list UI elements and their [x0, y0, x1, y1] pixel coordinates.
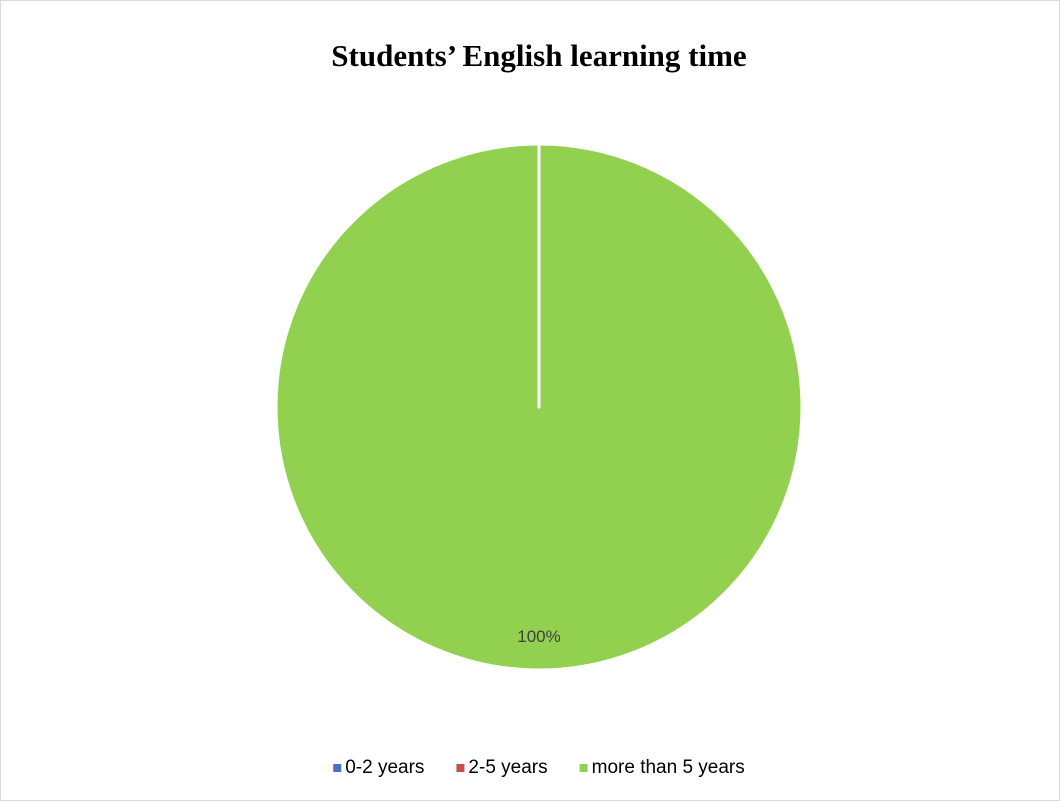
legend-label: more than 5 years	[592, 757, 745, 778]
legend-marker	[579, 764, 588, 772]
legend-marker	[456, 764, 465, 772]
legend-marker	[333, 764, 342, 772]
chart-title: Students’ English learning time	[331, 38, 746, 73]
data-label: 100%	[517, 627, 560, 646]
legend-label: 0-2 years	[345, 757, 424, 778]
legend-label: 2-5 years	[468, 757, 547, 778]
